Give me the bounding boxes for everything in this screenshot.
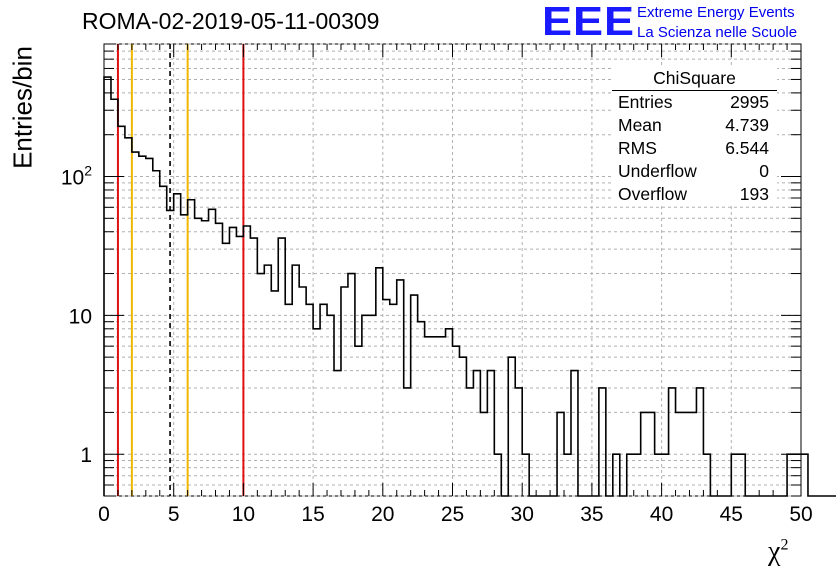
x-tick-label: 30 [511, 503, 534, 526]
x-tick-label: 5 [168, 503, 180, 526]
stats-row-underflow: Underflow 0 [612, 160, 777, 183]
stats-label: RMS [618, 138, 657, 158]
stats-value: 0 [759, 161, 769, 181]
x-tick-label: 20 [371, 503, 394, 526]
x-tick-label: 0 [98, 503, 110, 526]
stats-label: Underflow [618, 161, 697, 181]
axis-tick-labels: 0 5 10 15 20 25 30 35 40 45 50 1 10 102 [61, 162, 813, 526]
x-tick-label: 45 [720, 503, 743, 526]
y-tick-label: 102 [61, 162, 92, 189]
logo-tagline-1: Extreme Energy Events [637, 4, 795, 21]
x-tick-label: 35 [580, 503, 603, 526]
stats-value: 6.544 [725, 138, 769, 158]
stats-label: Overflow [618, 184, 688, 204]
stats-value: 4.739 [725, 115, 769, 135]
y-axis-label: Entries/bin [7, 46, 38, 169]
y-tick-label: 10 [69, 305, 92, 328]
stats-value: 2995 [730, 92, 769, 112]
x-axis-label: χ2 [768, 536, 789, 567]
stats-row-rms: RMS 6.544 [612, 137, 777, 160]
x-tick-label: 25 [441, 503, 464, 526]
logo-tagline-2: La Scienza nelle Scuole [637, 24, 798, 41]
x-tick-label: 40 [650, 503, 673, 526]
stats-row-mean: Mean 4.739 [612, 114, 777, 137]
stats-value: 193 [739, 184, 769, 204]
stats-row-entries: Entries 2995 [612, 91, 777, 114]
x-tick-label: 15 [301, 503, 324, 526]
eee-logo: EEE [542, 0, 636, 45]
stats-label: Entries [618, 92, 673, 112]
x-tick-label: 50 [789, 503, 812, 526]
marker-lines [116, 44, 245, 496]
chart-title: ROMA-02-2019-05-11-00309 [82, 8, 380, 34]
y-tick-label: 1 [80, 444, 92, 467]
stats-row-overflow: Overflow 193 [612, 183, 777, 206]
stats-label: Mean [618, 115, 662, 135]
stats-title: ChiSquare [612, 66, 777, 91]
axis-ticks [103, 43, 802, 497]
stats-box: ChiSquare Entries 2995 Mean 4.739 RMS 6.… [612, 66, 777, 206]
x-tick-label: 10 [232, 503, 255, 526]
